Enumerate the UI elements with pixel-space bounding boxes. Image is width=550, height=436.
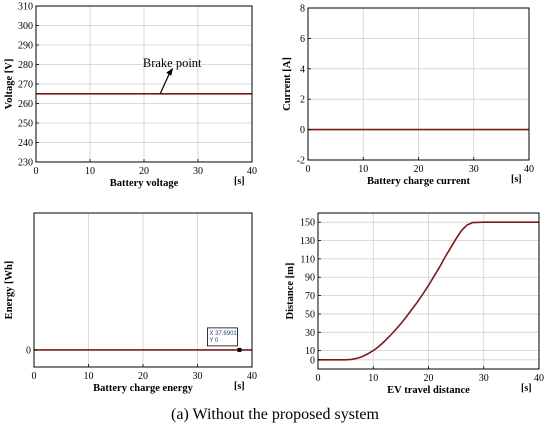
datatip-box (207, 327, 238, 347)
x-tick-label: 20 (138, 371, 148, 382)
x-tick-label: 30 (193, 371, 203, 382)
x-tick-label: 20 (139, 166, 149, 177)
x-axis-unit: [s] (521, 383, 532, 394)
y-tick-label: 230 (18, 158, 33, 169)
y-tick-label: 150 (300, 218, 315, 229)
x-tick-label: 20 (424, 373, 434, 384)
x-tick-label: 40 (534, 373, 544, 384)
chart-panel-1: 0 10 20 30 40 230 240 250 260 270 280 290 300 310 Batt… (4, 2, 257, 190)
y-tick-label: 280 (18, 60, 33, 71)
annotation-text: Brake point (143, 56, 202, 70)
figure-caption: (a) Without the proposed system (171, 406, 379, 423)
y-tick-label: 300 (18, 21, 33, 32)
y-tick-label: 130 (300, 236, 315, 247)
x-axis-unit: [s] (234, 176, 245, 187)
y-tick-label: 8 (300, 4, 305, 15)
y-tick-label: 250 (18, 119, 33, 130)
x-tick-label: 10 (85, 166, 95, 177)
y-tick-label: 0 (300, 125, 305, 136)
annotation-arrowhead (166, 67, 174, 76)
y-tick-label: 0 (26, 345, 31, 356)
x-tick-label: 0 (34, 166, 39, 177)
y-tick-label: 30 (305, 328, 315, 339)
y-axis-label: Current [A] (282, 57, 293, 111)
y-axis-label: Energy [Wh] (4, 261, 15, 320)
x-axis-unit: [s] (234, 381, 245, 392)
y-tick-label: 0 (310, 355, 315, 366)
y-tick-label: 10 (305, 346, 315, 357)
datatip-marker (237, 347, 242, 352)
x-tick-label: 0 (32, 371, 37, 382)
y-tick-label: 6 (300, 34, 305, 45)
x-tick-label: 0 (306, 164, 311, 175)
series-line-1 (318, 221, 539, 361)
annotation-arrow (159, 71, 171, 94)
y-tick-label: 290 (18, 41, 33, 52)
x-tick-label: 40 (247, 166, 257, 177)
y-tick-label: 4 (300, 64, 305, 75)
x-tick-label: 10 (358, 164, 368, 175)
x-tick-label: 30 (469, 164, 479, 175)
y-tick-label: 270 (18, 80, 33, 91)
x-tick-label: 40 (524, 164, 534, 175)
x-tick-label: 30 (479, 373, 489, 384)
x-axis-label: EV travel distance (387, 385, 470, 396)
y-tick-label: 2 (300, 95, 305, 106)
datatip-y-text: Y 0 (209, 338, 219, 344)
datatip-x-text: X 37.6901 (209, 331, 237, 337)
x-tick-label: 10 (368, 373, 378, 384)
y-tick-label: 90 (305, 273, 315, 284)
y-tick-label: -2 (297, 156, 305, 167)
y-tick-label: 240 (18, 138, 33, 149)
x-axis-label: Battery charge current (367, 176, 471, 187)
x-tick-label: 30 (193, 166, 203, 177)
x-tick-label: 20 (414, 164, 424, 175)
y-axis-label: Distance [m] (285, 263, 296, 320)
x-tick-label: 40 (247, 371, 257, 382)
x-axis-label: Battery charge energy (93, 383, 193, 394)
x-axis-label: Battery voltage (110, 178, 179, 189)
x-tick-label: 10 (84, 371, 94, 382)
x-tick-label: 0 (316, 373, 321, 384)
y-tick-label: 310 (18, 2, 33, 13)
y-tick-label: 110 (300, 254, 315, 265)
x-axis-unit: [s] (511, 174, 522, 185)
y-tick-label: 50 (305, 309, 315, 320)
y-axis-label: Voltage [V] (4, 59, 15, 110)
y-tick-label: 70 (305, 291, 315, 302)
y-tick-label: 260 (18, 99, 33, 110)
chart-panel-3: 0 10 20 30 40 0 Battery charge energy [s] Energy… (4, 212, 257, 394)
